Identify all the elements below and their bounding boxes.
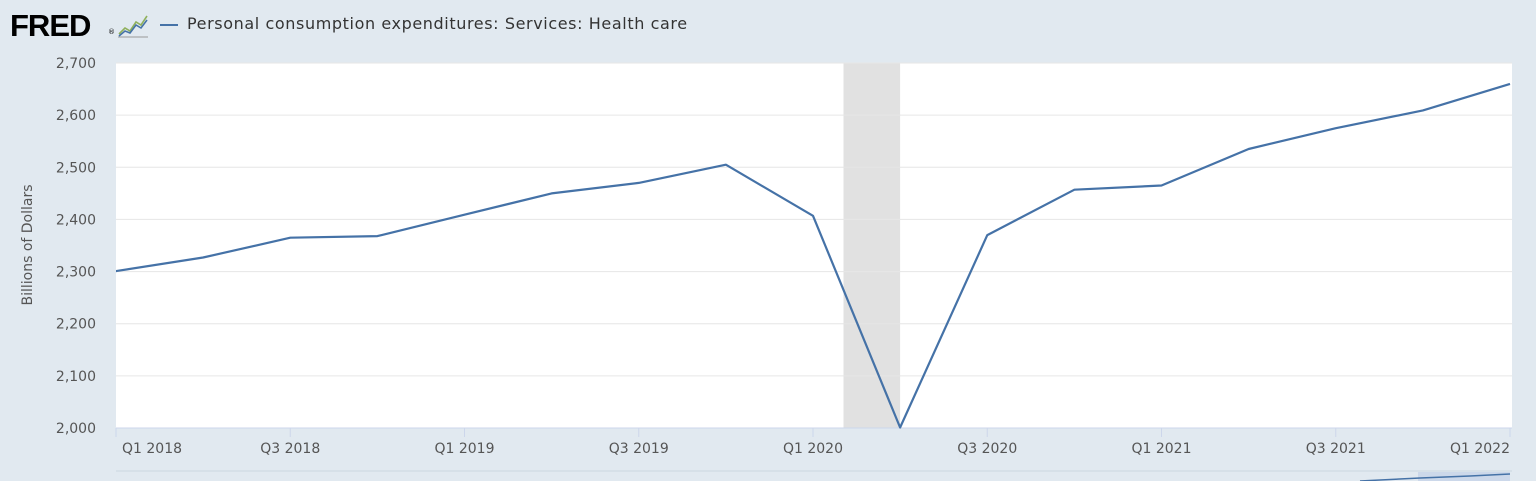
data-point-2018Q1[interactable] [110,265,122,277]
y-tick-label: 2,600 [56,108,96,124]
data-point-2020Q3[interactable] [981,229,993,241]
y-tick-label: 2,700 [56,56,96,72]
chart-header: FRED ® Personal consumption expenditures… [0,0,1536,50]
data-point-2019Q1[interactable] [459,209,471,221]
data-point-2019Q3[interactable] [633,177,645,189]
data-point-2022Q1[interactable] [1504,78,1516,90]
data-point-2019Q4[interactable] [720,159,732,171]
line-graph-icon [118,12,148,38]
y-tick-label: 2,200 [56,317,96,333]
x-tick-label: Q1 2021 [1131,441,1191,457]
data-point-2020Q2[interactable] [894,421,906,433]
y-tick-label: 2,500 [56,160,96,176]
data-point-2018Q2[interactable] [197,251,209,263]
x-tick-label: Q1 2022 [1450,441,1510,457]
y-tick-label: 2,400 [56,212,96,228]
data-point-2021Q4[interactable] [1417,104,1429,116]
x-tick-label: Q3 2018 [260,441,320,457]
fred-logo[interactable]: FRED [10,8,91,43]
x-tick-label: Q3 2021 [1306,441,1366,457]
y-tick-label: 2,000 [56,421,96,437]
x-tick-label: Q1 2020 [783,441,843,457]
y-tick-label: 2,100 [56,369,96,385]
legend-series-title: Personal consumption expenditures: Servi… [187,14,688,33]
legend-swatch [160,24,178,26]
series-line[interactable] [107,82,1511,429]
plot-background [116,63,1512,428]
x-tick-label: Q1 2018 [122,441,182,457]
x-tick-label: Q3 2019 [609,441,669,457]
data-point-2021Q2[interactable] [1243,143,1255,155]
navigator-bar[interactable] [116,470,1512,481]
y-tick-label: 2,300 [56,265,96,281]
registered-mark: ® [108,28,115,36]
data-point-2021Q3[interactable] [1330,122,1342,134]
data-point-2020Q4[interactable] [1068,184,1080,196]
x-tick-label: Q1 2019 [434,441,494,457]
recession-shading [843,63,901,428]
data-point-2019Q2[interactable] [546,187,558,199]
data-point-2021Q1[interactable] [1156,180,1168,192]
x-tick-label: Q3 2020 [957,441,1017,457]
data-point-2020Q1[interactable] [807,210,819,222]
data-point-2018Q3[interactable] [284,232,296,244]
data-point-2018Q4[interactable] [371,230,383,242]
